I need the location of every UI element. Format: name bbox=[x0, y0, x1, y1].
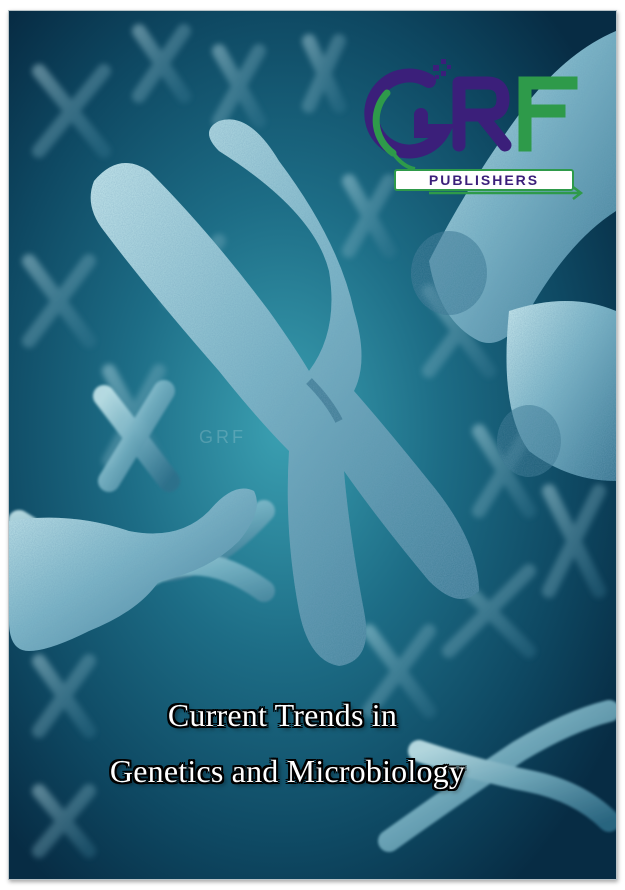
central-x-chromosome bbox=[90, 119, 480, 667]
grf-publishers-logo bbox=[364, 59, 584, 200]
journal-title-line-2: Genetics and Microbiology bbox=[109, 753, 466, 789]
chromosome-background-illustration bbox=[9, 11, 616, 879]
watermark-text: GRF bbox=[199, 427, 246, 447]
publishers-text: PUBLISHERS bbox=[428, 172, 540, 188]
publishers-label: PUBLISHERS bbox=[394, 169, 574, 191]
journal-cover: GRF PUBLISHERS Current Trends in Genetic… bbox=[8, 10, 617, 880]
lower-left-chromosome bbox=[9, 488, 257, 651]
journal-title-line-1: Current Trends in bbox=[167, 697, 398, 733]
